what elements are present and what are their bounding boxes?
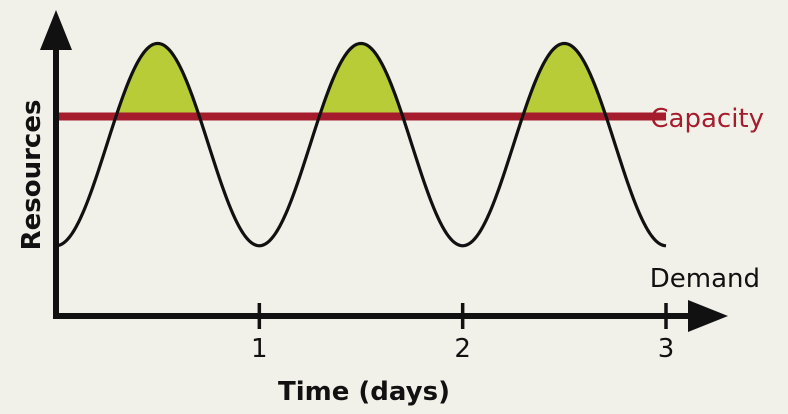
- axes: [40, 10, 728, 332]
- overcapacity-shading: [115, 43, 607, 117]
- x-tick-label-3: 3: [658, 334, 675, 364]
- overcapacity-area-2: [319, 43, 403, 117]
- y-axis-title: Resources: [17, 100, 47, 251]
- overcapacity-area-1: [115, 43, 200, 117]
- overcapacity-area-3: [522, 43, 607, 117]
- y-axis-arrow: [40, 10, 72, 50]
- x-axis-arrow: [688, 300, 728, 332]
- x-axis-title: Time (days): [278, 377, 450, 407]
- demand-series: [55, 41, 667, 248]
- demand-line: [55, 41, 667, 248]
- demand-label: Demand: [650, 264, 760, 294]
- capacity-label: Capacity: [650, 104, 764, 134]
- x-tick-label-1: 1: [251, 334, 268, 364]
- x-ticks: 1 2 3: [251, 303, 674, 364]
- x-tick-label-2: 2: [454, 334, 471, 364]
